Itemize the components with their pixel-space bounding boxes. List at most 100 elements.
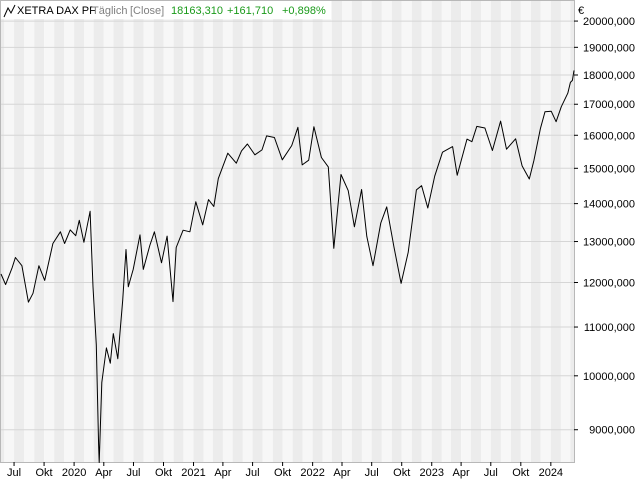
month-band bbox=[431, 1, 442, 462]
x-axis: Jul Okt 2020 Apr Jul Okt 2021 Apr Jul Okt 2022 Apr J… bbox=[7, 462, 563, 479]
x-tick-label: 2023 bbox=[419, 467, 443, 479]
y-tick-label: 11000,000 bbox=[584, 322, 635, 334]
x-tick-label: Apr bbox=[453, 467, 470, 479]
month-band bbox=[272, 1, 283, 462]
month-band bbox=[222, 1, 233, 462]
horizontal-gridlines bbox=[1, 20, 574, 431]
month-band bbox=[14, 1, 25, 462]
legend-last-value: 18163,310 bbox=[171, 5, 223, 17]
month-band bbox=[341, 1, 352, 462]
month-band bbox=[361, 1, 372, 462]
legend-change: +161,710 bbox=[227, 5, 273, 17]
price-line bbox=[0, 70, 575, 463]
y-tick-label: 20000,000 bbox=[583, 16, 635, 28]
month-band bbox=[490, 1, 501, 462]
month-band bbox=[351, 1, 362, 462]
month-band bbox=[331, 1, 342, 462]
legend-background bbox=[1, 1, 331, 19]
month-band bbox=[153, 1, 164, 462]
month-band bbox=[123, 1, 134, 462]
month-band bbox=[302, 1, 313, 462]
month-band bbox=[511, 1, 521, 462]
month-band bbox=[322, 1, 332, 462]
month-band bbox=[163, 1, 174, 462]
month-band bbox=[74, 1, 85, 462]
month-band bbox=[262, 1, 273, 462]
y-tick-label: 14000,000 bbox=[583, 199, 635, 211]
x-tick-label: Apr bbox=[214, 467, 231, 479]
y-axis: 9000,000 10000,000 11000,000 12000,000 13000… bbox=[574, 16, 635, 437]
x-tick-label: Jul bbox=[484, 467, 498, 479]
month-band bbox=[34, 1, 45, 462]
legend: XETRA DAX PF Täglich [Close] 18163,310 +… bbox=[1, 1, 331, 19]
month-bands bbox=[1, 1, 574, 462]
x-tick-label: Okt bbox=[393, 467, 410, 479]
month-band bbox=[242, 1, 253, 462]
month-band bbox=[470, 1, 482, 462]
x-tick-label: Apr bbox=[333, 467, 350, 479]
month-band bbox=[232, 1, 243, 462]
month-band bbox=[312, 1, 323, 462]
x-tick-label: Okt bbox=[512, 467, 529, 479]
month-band bbox=[4, 1, 15, 462]
y-tick-label: 10000,000 bbox=[583, 371, 635, 383]
month-band bbox=[193, 1, 204, 462]
month-band bbox=[421, 1, 432, 462]
month-band bbox=[282, 1, 293, 462]
month-band bbox=[84, 1, 94, 462]
month-band bbox=[103, 1, 114, 462]
currency-label: € bbox=[578, 5, 584, 17]
x-tick-label: 2020 bbox=[62, 467, 86, 479]
month-band bbox=[54, 1, 64, 462]
month-band bbox=[133, 1, 144, 462]
x-tick-label: 2021 bbox=[181, 467, 205, 479]
month-band bbox=[500, 1, 512, 462]
month-band bbox=[173, 1, 184, 462]
month-band bbox=[441, 1, 451, 462]
legend-price-type: [Close] bbox=[130, 5, 164, 17]
legend-title: XETRA DAX PF bbox=[17, 5, 96, 17]
month-band bbox=[44, 1, 55, 462]
month-band bbox=[113, 1, 124, 462]
month-band bbox=[24, 1, 35, 462]
y-tick-label: 18000,000 bbox=[583, 70, 635, 82]
month-band bbox=[381, 1, 392, 462]
month-band bbox=[550, 1, 561, 462]
month-band bbox=[401, 1, 412, 462]
legend-change-pct: +0,898% bbox=[282, 5, 326, 17]
month-band bbox=[540, 1, 551, 462]
month-band bbox=[93, 1, 104, 462]
month-band bbox=[560, 1, 571, 462]
y-tick-label: 12000,000 bbox=[583, 277, 635, 289]
y-tick-label: 13000,000 bbox=[583, 237, 635, 249]
month-band bbox=[143, 1, 154, 462]
y-tick-label: 19000,000 bbox=[583, 42, 635, 54]
x-tick-label: Jul bbox=[7, 467, 21, 479]
x-tick-label: Apr bbox=[95, 467, 112, 479]
month-band bbox=[570, 1, 574, 462]
month-band bbox=[411, 1, 422, 462]
month-band bbox=[371, 1, 382, 462]
y-tick-label: 17000,000 bbox=[583, 99, 635, 111]
month-band bbox=[391, 1, 402, 462]
month-band bbox=[203, 1, 213, 462]
x-tick-label: Okt bbox=[155, 467, 172, 479]
month-band bbox=[252, 1, 263, 462]
month-band bbox=[520, 1, 531, 462]
x-tick-label: Jul bbox=[126, 467, 140, 479]
x-tick-label: Jul bbox=[246, 467, 260, 479]
x-tick-label: Okt bbox=[274, 467, 291, 479]
month-band bbox=[1, 1, 5, 462]
x-tick-label: Okt bbox=[36, 467, 53, 479]
y-tick-label: 9000,000 bbox=[589, 425, 635, 437]
legend-interval: Täglich bbox=[92, 5, 127, 17]
y-tick-label: 16000,000 bbox=[583, 130, 635, 142]
month-band bbox=[212, 1, 223, 462]
month-band bbox=[292, 1, 303, 462]
x-tick-label: Jul bbox=[365, 467, 379, 479]
month-band bbox=[481, 1, 491, 462]
month-band bbox=[530, 1, 541, 462]
x-tick-label: 2024 bbox=[539, 467, 563, 479]
series-group bbox=[0, 70, 575, 463]
